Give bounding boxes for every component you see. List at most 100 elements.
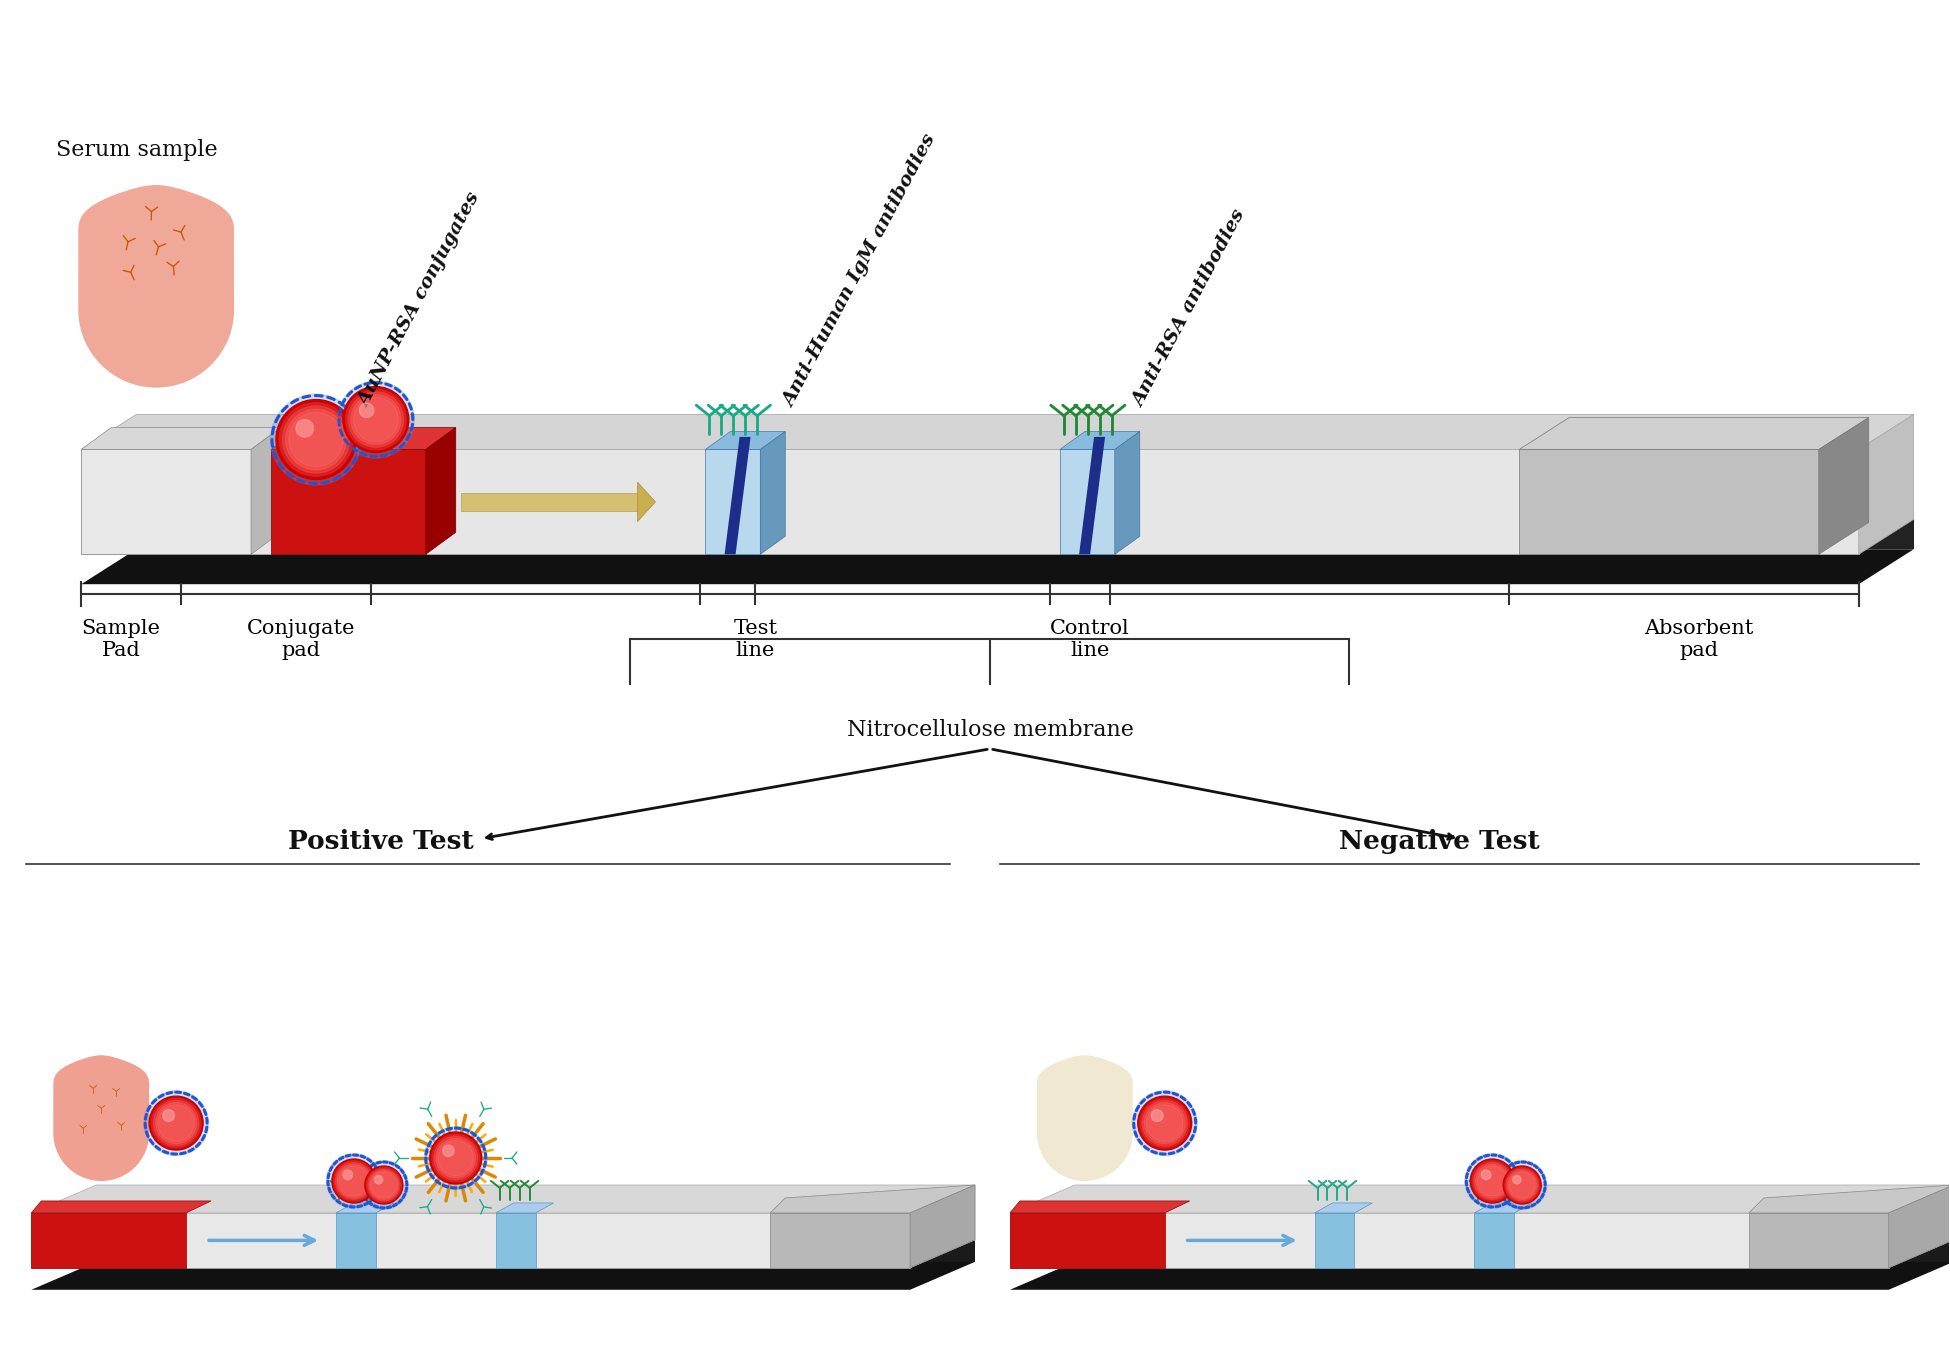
Polygon shape xyxy=(911,1186,975,1268)
Circle shape xyxy=(152,1098,201,1147)
Polygon shape xyxy=(495,1203,554,1213)
Polygon shape xyxy=(271,427,456,449)
Circle shape xyxy=(158,1105,195,1142)
Polygon shape xyxy=(252,427,281,554)
Circle shape xyxy=(285,409,347,470)
Circle shape xyxy=(335,1162,372,1199)
Circle shape xyxy=(1513,1176,1521,1184)
Circle shape xyxy=(271,394,361,485)
Circle shape xyxy=(326,1154,382,1209)
Polygon shape xyxy=(1819,418,1868,554)
Circle shape xyxy=(162,1110,174,1121)
Circle shape xyxy=(370,1172,396,1198)
Circle shape xyxy=(1470,1160,1515,1203)
Polygon shape xyxy=(31,1186,975,1213)
Polygon shape xyxy=(1749,1213,1890,1268)
Circle shape xyxy=(439,1140,474,1176)
Circle shape xyxy=(337,1164,370,1198)
Polygon shape xyxy=(1474,1203,1533,1213)
Polygon shape xyxy=(1858,415,1913,554)
Polygon shape xyxy=(96,1240,975,1262)
FancyArrowPatch shape xyxy=(1188,1235,1293,1246)
Polygon shape xyxy=(1519,449,1819,554)
Circle shape xyxy=(1141,1098,1190,1147)
Circle shape xyxy=(345,389,406,450)
Circle shape xyxy=(1509,1172,1535,1198)
Polygon shape xyxy=(1010,1186,1950,1213)
Circle shape xyxy=(1505,1169,1539,1201)
Polygon shape xyxy=(136,519,1913,549)
Polygon shape xyxy=(82,449,1858,554)
Polygon shape xyxy=(271,449,425,554)
Polygon shape xyxy=(1010,1262,1950,1290)
Polygon shape xyxy=(1061,431,1139,449)
Text: Nitrocellulose membrane: Nitrocellulose membrane xyxy=(846,719,1133,741)
Circle shape xyxy=(150,1097,203,1150)
Polygon shape xyxy=(1078,437,1106,554)
Circle shape xyxy=(431,1134,480,1181)
Circle shape xyxy=(1133,1091,1197,1155)
Circle shape xyxy=(369,1169,400,1201)
FancyArrowPatch shape xyxy=(209,1235,314,1246)
Circle shape xyxy=(1503,1166,1540,1203)
Text: Sample
Pad: Sample Pad xyxy=(82,619,160,660)
Circle shape xyxy=(296,419,314,437)
Circle shape xyxy=(1478,1166,1507,1197)
Polygon shape xyxy=(78,185,234,387)
Circle shape xyxy=(1145,1102,1186,1143)
Text: Anti-RSA antibodies: Anti-RSA antibodies xyxy=(1129,207,1250,409)
Polygon shape xyxy=(31,1262,975,1290)
Circle shape xyxy=(437,1138,476,1177)
Circle shape xyxy=(369,1170,398,1199)
Circle shape xyxy=(339,1166,369,1197)
Polygon shape xyxy=(82,449,252,554)
Polygon shape xyxy=(1890,1186,1950,1268)
Circle shape xyxy=(343,386,410,453)
Polygon shape xyxy=(31,1213,185,1268)
Circle shape xyxy=(351,394,402,445)
Circle shape xyxy=(337,381,413,459)
Circle shape xyxy=(144,1091,209,1155)
Circle shape xyxy=(1147,1105,1184,1142)
Polygon shape xyxy=(425,427,456,554)
Polygon shape xyxy=(1314,1213,1355,1268)
Polygon shape xyxy=(1474,1213,1515,1268)
Circle shape xyxy=(359,1161,408,1209)
Polygon shape xyxy=(706,431,786,449)
Polygon shape xyxy=(760,431,786,554)
Circle shape xyxy=(425,1127,488,1190)
Circle shape xyxy=(1482,1170,1492,1180)
Circle shape xyxy=(1472,1161,1513,1201)
Circle shape xyxy=(353,397,398,442)
Polygon shape xyxy=(638,482,655,522)
Polygon shape xyxy=(1010,1201,1190,1213)
Text: Serum sample: Serum sample xyxy=(57,140,218,162)
Circle shape xyxy=(1476,1164,1509,1198)
Polygon shape xyxy=(1519,418,1868,449)
Circle shape xyxy=(359,402,374,418)
Polygon shape xyxy=(53,1055,150,1181)
Polygon shape xyxy=(335,1213,376,1268)
Polygon shape xyxy=(31,1213,911,1268)
Polygon shape xyxy=(725,437,751,554)
Text: Control
line: Control line xyxy=(1049,619,1129,660)
Polygon shape xyxy=(1115,431,1139,554)
Circle shape xyxy=(1137,1097,1191,1150)
Circle shape xyxy=(1498,1161,1546,1209)
Polygon shape xyxy=(706,449,760,554)
Circle shape xyxy=(1143,1101,1188,1146)
Polygon shape xyxy=(460,493,638,511)
Circle shape xyxy=(443,1144,454,1157)
Polygon shape xyxy=(82,415,1913,449)
Circle shape xyxy=(333,1161,374,1201)
Text: AuNP-RSA conjugates: AuNP-RSA conjugates xyxy=(357,189,484,409)
Text: Absorbent
pad: Absorbent pad xyxy=(1644,619,1753,660)
Polygon shape xyxy=(1010,1213,1164,1268)
Circle shape xyxy=(283,407,349,474)
Circle shape xyxy=(277,400,357,479)
Text: Negative Test: Negative Test xyxy=(1340,828,1540,854)
Polygon shape xyxy=(1890,1186,1950,1268)
Polygon shape xyxy=(770,1213,911,1268)
Polygon shape xyxy=(335,1203,394,1213)
Circle shape xyxy=(367,1168,402,1202)
